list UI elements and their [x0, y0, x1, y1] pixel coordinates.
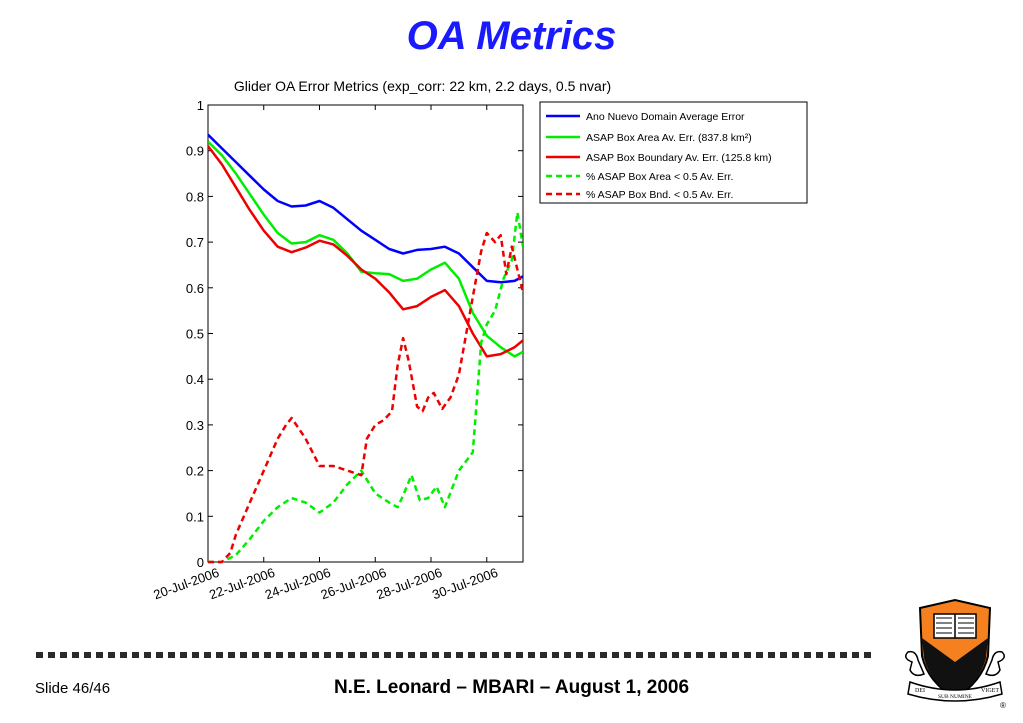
legend-label: ASAP Box Area Av. Err. (837.8 km²) [586, 132, 752, 144]
y-tick-label: 0.9 [186, 144, 204, 159]
y-tick-label: 0.5 [186, 327, 204, 342]
footer-text: N.E. Leonard – MBARI – August 1, 2006 [333, 677, 690, 698]
series-line-3 [208, 211, 523, 564]
legend-label: ASAP Box Boundary Av. Err. (125.8 km) [586, 152, 772, 164]
y-tick-label: 0.4 [186, 372, 204, 387]
plot-frame [207, 104, 524, 563]
slide-number: Slide 46/46 [35, 680, 111, 697]
line-chart: Glider OA Error Metrics (exp_corr: 22 km… [151, 78, 808, 602]
y-tick-label: 0.6 [186, 281, 204, 296]
chart-title: Glider OA Error Metrics (exp_corr: 22 km… [234, 78, 611, 94]
logo-motto-center: SUB NUMINE [938, 694, 973, 700]
y-tick-label: 0.3 [186, 418, 204, 433]
y-tick-label: 0.1 [186, 509, 204, 524]
series-line-1 [208, 140, 523, 358]
legend-box [539, 101, 808, 204]
y-tick-label: 0.7 [186, 235, 204, 250]
y-tick-label: 1 [197, 98, 204, 113]
series-line-4 [208, 231, 523, 564]
princeton-shield-icon: DEI SUB NUMINE VIGET ® [905, 598, 1006, 710]
slide-title: OA Metrics [406, 14, 617, 58]
legend-label: % ASAP Box Bnd. < 0.5 Av. Err. [586, 189, 733, 201]
y-tick-label: 0.8 [186, 189, 204, 204]
series-line-2 [208, 145, 523, 358]
footer-divider [36, 652, 876, 658]
logo-motto-right: VIGET [981, 688, 999, 694]
legend-label: % ASAP Box Area < 0.5 Av. Err. [586, 171, 733, 183]
logo-registered-mark: ® [1000, 701, 1006, 710]
logo-motto-left: DEI [915, 688, 925, 694]
series-line-0 [208, 133, 523, 284]
legend-label: Ano Nuevo Domain Average Error [586, 111, 745, 123]
y-tick-label: 0 [197, 555, 204, 570]
y-tick-label: 0.2 [186, 464, 204, 479]
